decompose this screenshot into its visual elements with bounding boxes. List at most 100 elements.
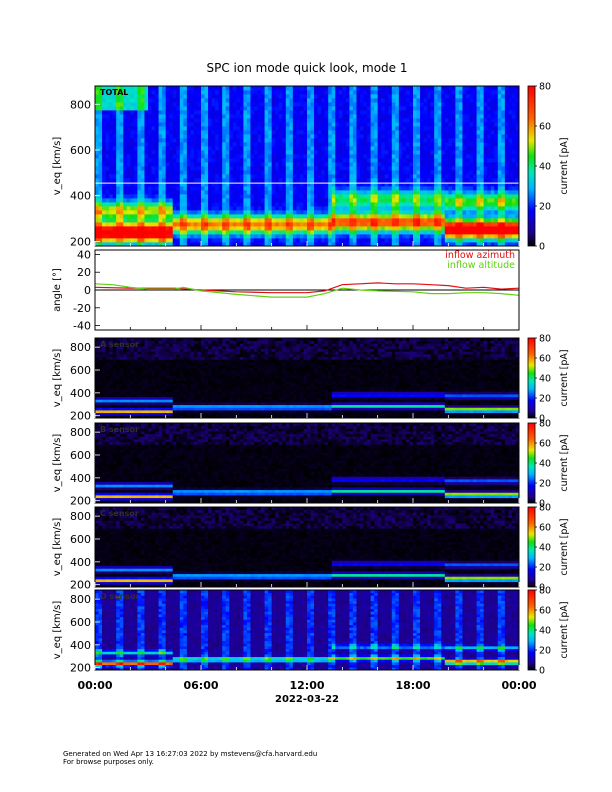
heatmap-cell (293, 166, 297, 170)
heatmap-cell (130, 130, 134, 134)
heatmap-cell (508, 230, 512, 234)
heatmap-cell (381, 106, 385, 110)
heatmap-cell (487, 162, 491, 166)
heatmap-cell (240, 186, 244, 190)
heatmap-cell (346, 158, 350, 162)
heatmap-cell (356, 154, 360, 158)
heatmap-cell (406, 102, 410, 106)
heatmap-cell (95, 118, 99, 122)
heatmap-cell (491, 214, 495, 218)
heatmap-cell (116, 206, 120, 210)
heatmap-cell (275, 142, 279, 146)
heatmap-cell (487, 190, 491, 194)
heatmap-cell (441, 238, 445, 242)
heatmap-cell (318, 210, 322, 214)
heatmap-cell (265, 158, 269, 162)
heatmap-cell (116, 210, 120, 214)
heatmap-cell (152, 122, 156, 126)
heatmap-cell (300, 186, 304, 190)
heatmap-cell (205, 198, 209, 202)
heatmap-cell (222, 138, 226, 142)
heatmap-cell (219, 158, 223, 162)
heatmap-cell (477, 110, 481, 114)
heatmap-cell (141, 86, 145, 90)
heatmap-cell (459, 106, 463, 110)
heatmap-cell (141, 198, 145, 202)
heatmap-cell (194, 150, 198, 154)
heatmap-cell (194, 154, 198, 158)
heatmap-cell (353, 174, 357, 178)
heatmap-cell (254, 138, 258, 142)
heatmap-cell (508, 106, 512, 110)
heatmap-cell (162, 150, 166, 154)
heatmap-cell (374, 190, 378, 194)
heatmap-cell (395, 210, 399, 214)
heatmap-cell (233, 166, 237, 170)
heatmap-cell (406, 194, 410, 198)
heatmap-cell (473, 126, 477, 130)
heatmap-cell (148, 134, 152, 138)
heatmap-cell (494, 162, 498, 166)
heatmap-cell (205, 142, 209, 146)
heatmap-cell (427, 114, 431, 118)
heatmap-cell (102, 234, 106, 238)
heatmap-cell (194, 222, 198, 226)
heatmap-cell (279, 106, 283, 110)
heatmap-cell (120, 118, 124, 122)
heatmap-cell (286, 186, 290, 190)
heatmap-cell (395, 142, 399, 146)
heatmap-cell (332, 158, 336, 162)
heatmap-cell (494, 122, 498, 126)
heatmap-cell (166, 226, 170, 230)
heatmap-cell (388, 134, 392, 138)
heatmap-cell (187, 162, 191, 166)
heatmap-cell (417, 170, 421, 174)
heatmap-cell (505, 166, 509, 170)
heatmap-cell (491, 86, 495, 90)
heatmap-cell (409, 114, 413, 118)
heatmap-cell (187, 90, 191, 94)
heatmap-cell (399, 238, 403, 242)
heatmap-cell (194, 90, 198, 94)
heatmap-cell (205, 238, 209, 242)
heatmap-cell (364, 102, 368, 106)
heatmap-cell (356, 226, 360, 230)
heatmap-cell (388, 130, 392, 134)
heatmap-cell (512, 158, 516, 162)
heatmap-cell (99, 354, 103, 357)
heatmap-cell (314, 110, 318, 114)
heatmap-cell (130, 154, 134, 158)
heatmap-cell (102, 118, 106, 122)
heatmap-cell (275, 226, 279, 230)
heatmap-cell (268, 238, 272, 242)
heatmap-cell (240, 222, 244, 226)
heatmap-cell (346, 170, 350, 174)
heatmap-cell (335, 150, 339, 154)
panel-sensor-a: A sensor020406080current [pA]20040060080… (52, 334, 570, 425)
heatmap-cell (194, 166, 198, 170)
heatmap-cell (222, 130, 226, 134)
heatmap-cell (335, 122, 339, 126)
heatmap-cell (219, 122, 223, 126)
heatmap-cell (155, 130, 159, 134)
heatmap-cell (448, 86, 452, 90)
heatmap-cell (392, 106, 396, 110)
heatmap-cell (381, 198, 385, 202)
heatmap-cell (339, 150, 343, 154)
heatmap-cell (176, 162, 180, 166)
heatmap-cell (137, 86, 141, 90)
heatmap-cell (258, 222, 262, 226)
heatmap-cell (106, 126, 110, 130)
heatmap-cell (226, 126, 230, 130)
heatmap-cell (261, 150, 265, 154)
heatmap-cell (106, 190, 110, 194)
heatmap-cell (371, 174, 375, 178)
heatmap-cell (303, 198, 307, 202)
heatmap-cell (470, 98, 474, 102)
heatmap-cell (484, 238, 488, 242)
heatmap-cell (505, 218, 509, 222)
heatmap-cell (448, 154, 452, 158)
heatmap-cell (452, 170, 456, 174)
heatmap-cell (307, 238, 311, 242)
heatmap-cell (99, 138, 103, 142)
